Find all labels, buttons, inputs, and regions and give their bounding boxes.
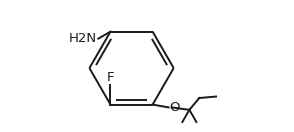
Text: H2N: H2N xyxy=(69,32,97,45)
Text: F: F xyxy=(107,71,114,84)
Text: O: O xyxy=(169,101,180,114)
